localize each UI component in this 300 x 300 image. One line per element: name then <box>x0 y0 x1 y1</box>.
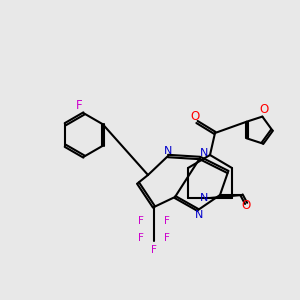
Text: F: F <box>139 232 144 243</box>
Text: O: O <box>190 110 199 122</box>
Text: F: F <box>164 232 169 243</box>
Text: F: F <box>76 99 83 112</box>
Text: F: F <box>151 245 157 255</box>
Text: N: N <box>200 193 208 203</box>
Text: F: F <box>139 216 144 226</box>
Text: N: N <box>200 148 208 158</box>
Text: F: F <box>164 216 169 226</box>
Text: O: O <box>259 103 268 116</box>
Text: N: N <box>195 210 204 220</box>
Text: N: N <box>164 146 172 156</box>
Text: O: O <box>242 199 251 212</box>
